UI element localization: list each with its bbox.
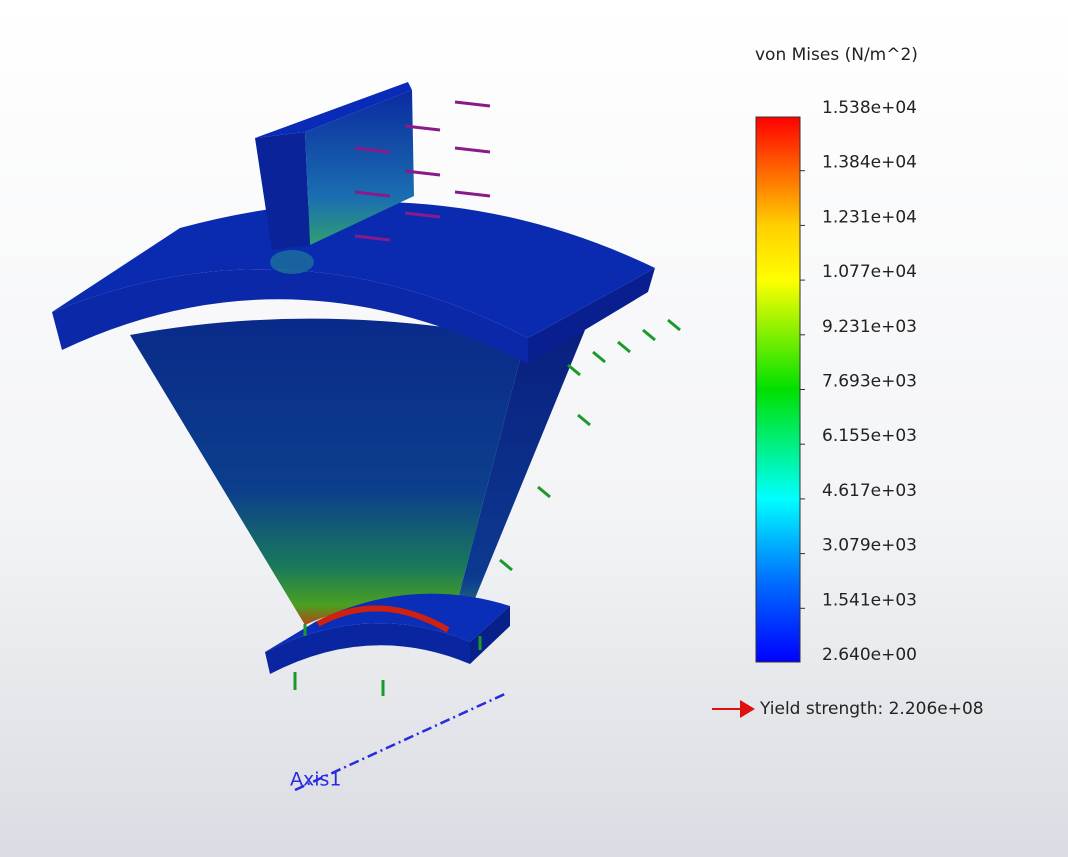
color-bar: [755, 116, 801, 663]
legend-label: 3.079e+03: [822, 536, 917, 556]
legend-label: 1.384e+04: [822, 153, 917, 173]
rib-top: [255, 82, 412, 138]
web-side: [450, 330, 585, 640]
legend-labels: 1.538e+04 1.384e+04 1.231e+04 1.077e+04 9.23…: [800, 98, 917, 665]
bottom-flange-top: [265, 593, 510, 652]
legend-label: 6.155e+03: [822, 426, 917, 446]
legend-title: von Mises (N/m^2): [755, 45, 918, 65]
rib-face: [305, 90, 414, 245]
fixtures: [293, 318, 681, 696]
rib-side: [255, 132, 310, 250]
top-flange-side: [528, 268, 655, 364]
axis-line: [294, 691, 508, 792]
legend-label: 1.077e+04: [822, 262, 917, 282]
axis-label: Axis1: [290, 769, 342, 791]
yield-label: Yield strength: 2.206e+08: [759, 699, 984, 719]
load-arrows: [354, 100, 491, 242]
bottom-flange-front: [265, 623, 470, 674]
legend-label: 9.231e+03: [822, 317, 917, 337]
legend-label: 1.231e+04: [822, 207, 917, 227]
stress-hotspot: [316, 605, 450, 633]
legend-label: 4.617e+03: [822, 481, 917, 501]
legend-label: 2.640e+00: [822, 645, 917, 665]
top-flange-front: [52, 269, 528, 364]
rib-junction: [270, 250, 314, 274]
yield-arrow-head: [740, 700, 755, 718]
top-flange-top: [52, 201, 655, 338]
legend-label: 7.693e+03: [822, 372, 917, 392]
web-front: [130, 318, 525, 630]
legend-label: 1.538e+04: [822, 98, 917, 118]
legend-label: 1.541e+03: [822, 590, 917, 610]
